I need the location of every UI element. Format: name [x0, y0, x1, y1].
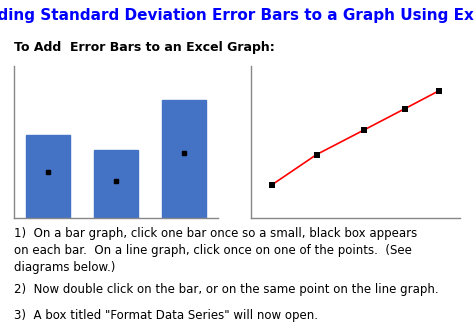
- Text: 3)  A box titled "Format Data Series" will now open.: 3) A box titled "Format Data Series" wil…: [14, 309, 318, 322]
- Bar: [162, 100, 206, 218]
- Text: To Add  Error Bars to an Excel Graph:: To Add Error Bars to an Excel Graph:: [14, 41, 275, 54]
- Text: 2)  Now double click on the bar, or on the same point on the line graph.: 2) Now double click on the bar, or on th…: [14, 283, 439, 296]
- Bar: [26, 135, 70, 218]
- Text: 1)  On a bar graph, click one bar once so a small, black box appears
on each bar: 1) On a bar graph, click one bar once so…: [14, 227, 418, 274]
- Bar: [94, 150, 138, 218]
- Text: Adding Standard Deviation Error Bars to a Graph Using Excel: Adding Standard Deviation Error Bars to …: [0, 8, 474, 23]
